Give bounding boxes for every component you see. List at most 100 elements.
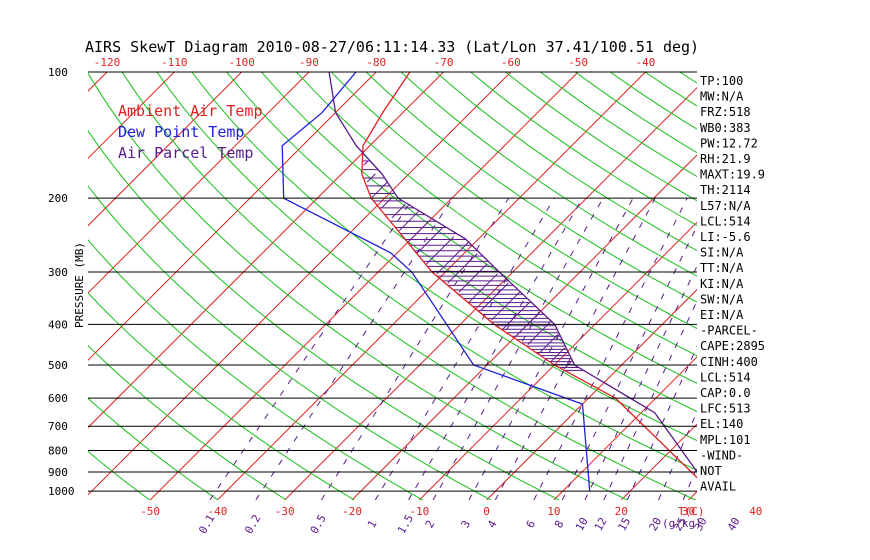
index-item: RH:21.9 bbox=[700, 152, 751, 166]
dry-adiabat-line bbox=[819, 72, 870, 500]
cape-hatch-line bbox=[371, 181, 388, 198]
temp-top-tick-label: -110 bbox=[161, 56, 188, 69]
isotherm-line bbox=[149, 72, 579, 500]
pressure-tick-label: 700 bbox=[48, 420, 68, 433]
temp-bottom-tick-label: 40 bbox=[749, 505, 762, 518]
isotherm-line bbox=[88, 72, 175, 160]
dry-adiabat-line bbox=[261, 72, 697, 384]
mixing-ratio-tick-label: 0.5 bbox=[308, 512, 329, 536]
mixing-ratio-tick-label: 0.2 bbox=[242, 512, 263, 536]
dry-adiabat-line bbox=[0, 72, 13, 500]
isotherm-line bbox=[88, 72, 444, 429]
dry-adiabat-line bbox=[88, 239, 423, 500]
dry-adiabat-line bbox=[121, 72, 696, 500]
cape-hatch-line bbox=[527, 321, 551, 345]
mixing-ratio-line bbox=[432, 197, 604, 500]
index-item: LCL:514 bbox=[700, 214, 751, 228]
dry-adiabat-line bbox=[191, 72, 697, 442]
isotherm-line bbox=[756, 72, 870, 500]
index-item: LI:-5.6 bbox=[700, 230, 751, 244]
mixing-ratio-tick-label: 6 bbox=[524, 518, 539, 530]
mixing-ratio-tick-label: 40 bbox=[725, 515, 743, 533]
temp-bottom-tick-label: -40 bbox=[207, 505, 227, 518]
isotherm-line bbox=[284, 87, 697, 500]
pressure-tick-label: 800 bbox=[48, 445, 68, 458]
index-item: PW:12.72 bbox=[700, 136, 758, 150]
mixing-ratio-line bbox=[408, 197, 583, 500]
dry-adiabat-line bbox=[750, 72, 870, 500]
temp-top-tick-label: -50 bbox=[568, 56, 588, 69]
mixing-ratio-tick-label: 3 bbox=[459, 518, 474, 530]
cape-hatch-line bbox=[458, 263, 488, 293]
cape-hatch-line bbox=[381, 196, 393, 209]
mixing-ratio-line bbox=[209, 197, 414, 500]
temp-top-tick-label: -70 bbox=[434, 56, 454, 69]
temp-top-tick-label: -80 bbox=[366, 56, 386, 69]
cape-hatch-line bbox=[550, 347, 566, 362]
cape-hatch-line bbox=[416, 227, 444, 254]
index-item: KI:N/A bbox=[700, 277, 744, 291]
temp-bottom-tick-label: 0 bbox=[483, 505, 490, 518]
index-item: CAP:0.0 bbox=[700, 386, 751, 400]
mixing-ratio-tick-label: 10 bbox=[573, 515, 591, 533]
index-item: NOT bbox=[700, 464, 722, 478]
cape-hatch-line bbox=[407, 220, 430, 243]
mixing-ratio-tick-label: 20 bbox=[647, 515, 665, 533]
temp-top-tick-label: -100 bbox=[228, 56, 255, 69]
temp-top-tick-label: -60 bbox=[501, 56, 521, 69]
isotherm-line bbox=[88, 72, 310, 294]
pressure-tick-label: 100 bbox=[48, 66, 68, 79]
index-item: -WIND- bbox=[700, 448, 743, 462]
temp-top-tick-label: -40 bbox=[635, 56, 655, 69]
cape-hatch-line bbox=[366, 173, 376, 183]
mixing-ratio-tick-label: 8 bbox=[552, 518, 567, 530]
parcel-temp-line bbox=[328, 72, 697, 473]
cape-hatch-line bbox=[491, 291, 520, 321]
pressure-tick-label: 400 bbox=[48, 318, 68, 331]
mixing-ratio-tick-label: 4 bbox=[485, 518, 500, 531]
legend: Ambient Air Temp Dew Point Temp Air Parc… bbox=[118, 102, 263, 162]
mixing-ratio-tick-label: 15 bbox=[615, 515, 633, 533]
temp-bottom-tick-label: -30 bbox=[275, 505, 295, 518]
cape-hatch-line bbox=[391, 204, 406, 219]
isotherm-line bbox=[486, 288, 697, 500]
cape-hatch-line bbox=[426, 236, 455, 265]
temp-bottom-tick-label: 20 bbox=[615, 505, 628, 518]
legend-ambient: Ambient Air Temp bbox=[118, 102, 263, 120]
index-item: LFC:513 bbox=[700, 402, 751, 416]
chart-title: AIRS SkewT Diagram 2010-08-27/06:11:14.3… bbox=[85, 38, 699, 56]
isotherm-line bbox=[88, 72, 377, 361]
pressure-tick-label: 300 bbox=[48, 266, 68, 279]
pressure-tick-label: 1000 bbox=[48, 485, 75, 498]
cape-hatch-line bbox=[436, 242, 469, 275]
index-item: MAXT:19.9 bbox=[700, 168, 765, 182]
index-item: CAPE:2895 bbox=[700, 339, 765, 353]
cape-hatch-line bbox=[447, 253, 478, 284]
dry-adiabat-line bbox=[0, 72, 82, 500]
cape-hatch-line bbox=[537, 334, 559, 355]
isotherm-line bbox=[418, 221, 697, 500]
isotherm-line bbox=[823, 72, 870, 500]
dry-adiabat-line bbox=[88, 292, 355, 500]
index-item: EI:N/A bbox=[700, 308, 744, 322]
isotherm-line bbox=[351, 154, 697, 500]
temp-bottom-tick-label: -10 bbox=[409, 505, 429, 518]
isobars bbox=[88, 71, 697, 492]
mixing-ratio-line bbox=[321, 197, 510, 500]
dry-adiabat-line bbox=[88, 72, 628, 500]
ambient-temp-line bbox=[361, 72, 697, 479]
index-item: TH:2114 bbox=[700, 183, 751, 197]
mixing-ratio-line bbox=[255, 197, 454, 500]
index-item: MPL:101 bbox=[700, 433, 751, 447]
cape-hatch-line bbox=[480, 282, 509, 311]
dry-adiabat-line bbox=[88, 129, 560, 500]
dry-adiabat-line bbox=[296, 72, 697, 357]
mixing-ratio-tick-label: 2 bbox=[423, 518, 438, 530]
isotherm-line bbox=[88, 72, 242, 227]
index-item: CINH:400 bbox=[700, 355, 758, 369]
isotherm-line bbox=[0, 72, 40, 500]
dry-adiabat-line bbox=[88, 450, 150, 500]
index-item: AVAIL bbox=[700, 480, 736, 494]
dry-adiabat-line bbox=[330, 72, 697, 330]
temp-bottom-tick-label: 10 bbox=[547, 505, 560, 518]
